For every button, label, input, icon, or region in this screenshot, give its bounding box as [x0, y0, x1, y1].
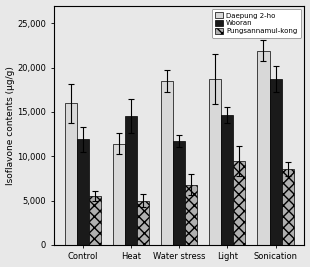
Bar	[125, 116, 137, 245]
Bar	[161, 81, 173, 245]
Bar	[281, 168, 294, 245]
Bar	[221, 115, 233, 245]
Legend: Daepung 2-ho, Wooran, Pungsannamul-kong: Daepung 2-ho, Wooran, Pungsannamul-kong	[212, 9, 301, 38]
Bar	[137, 201, 149, 245]
Y-axis label: Isoflavone contents (μg/g): Isoflavone contents (μg/g)	[6, 66, 15, 184]
Bar	[269, 79, 281, 245]
Bar	[258, 51, 269, 245]
Bar	[89, 196, 101, 245]
Bar	[77, 139, 89, 245]
Bar	[233, 161, 246, 245]
Bar	[209, 79, 221, 245]
Bar	[173, 141, 185, 245]
Bar	[185, 184, 197, 245]
Bar	[113, 144, 125, 245]
Bar	[65, 103, 77, 245]
